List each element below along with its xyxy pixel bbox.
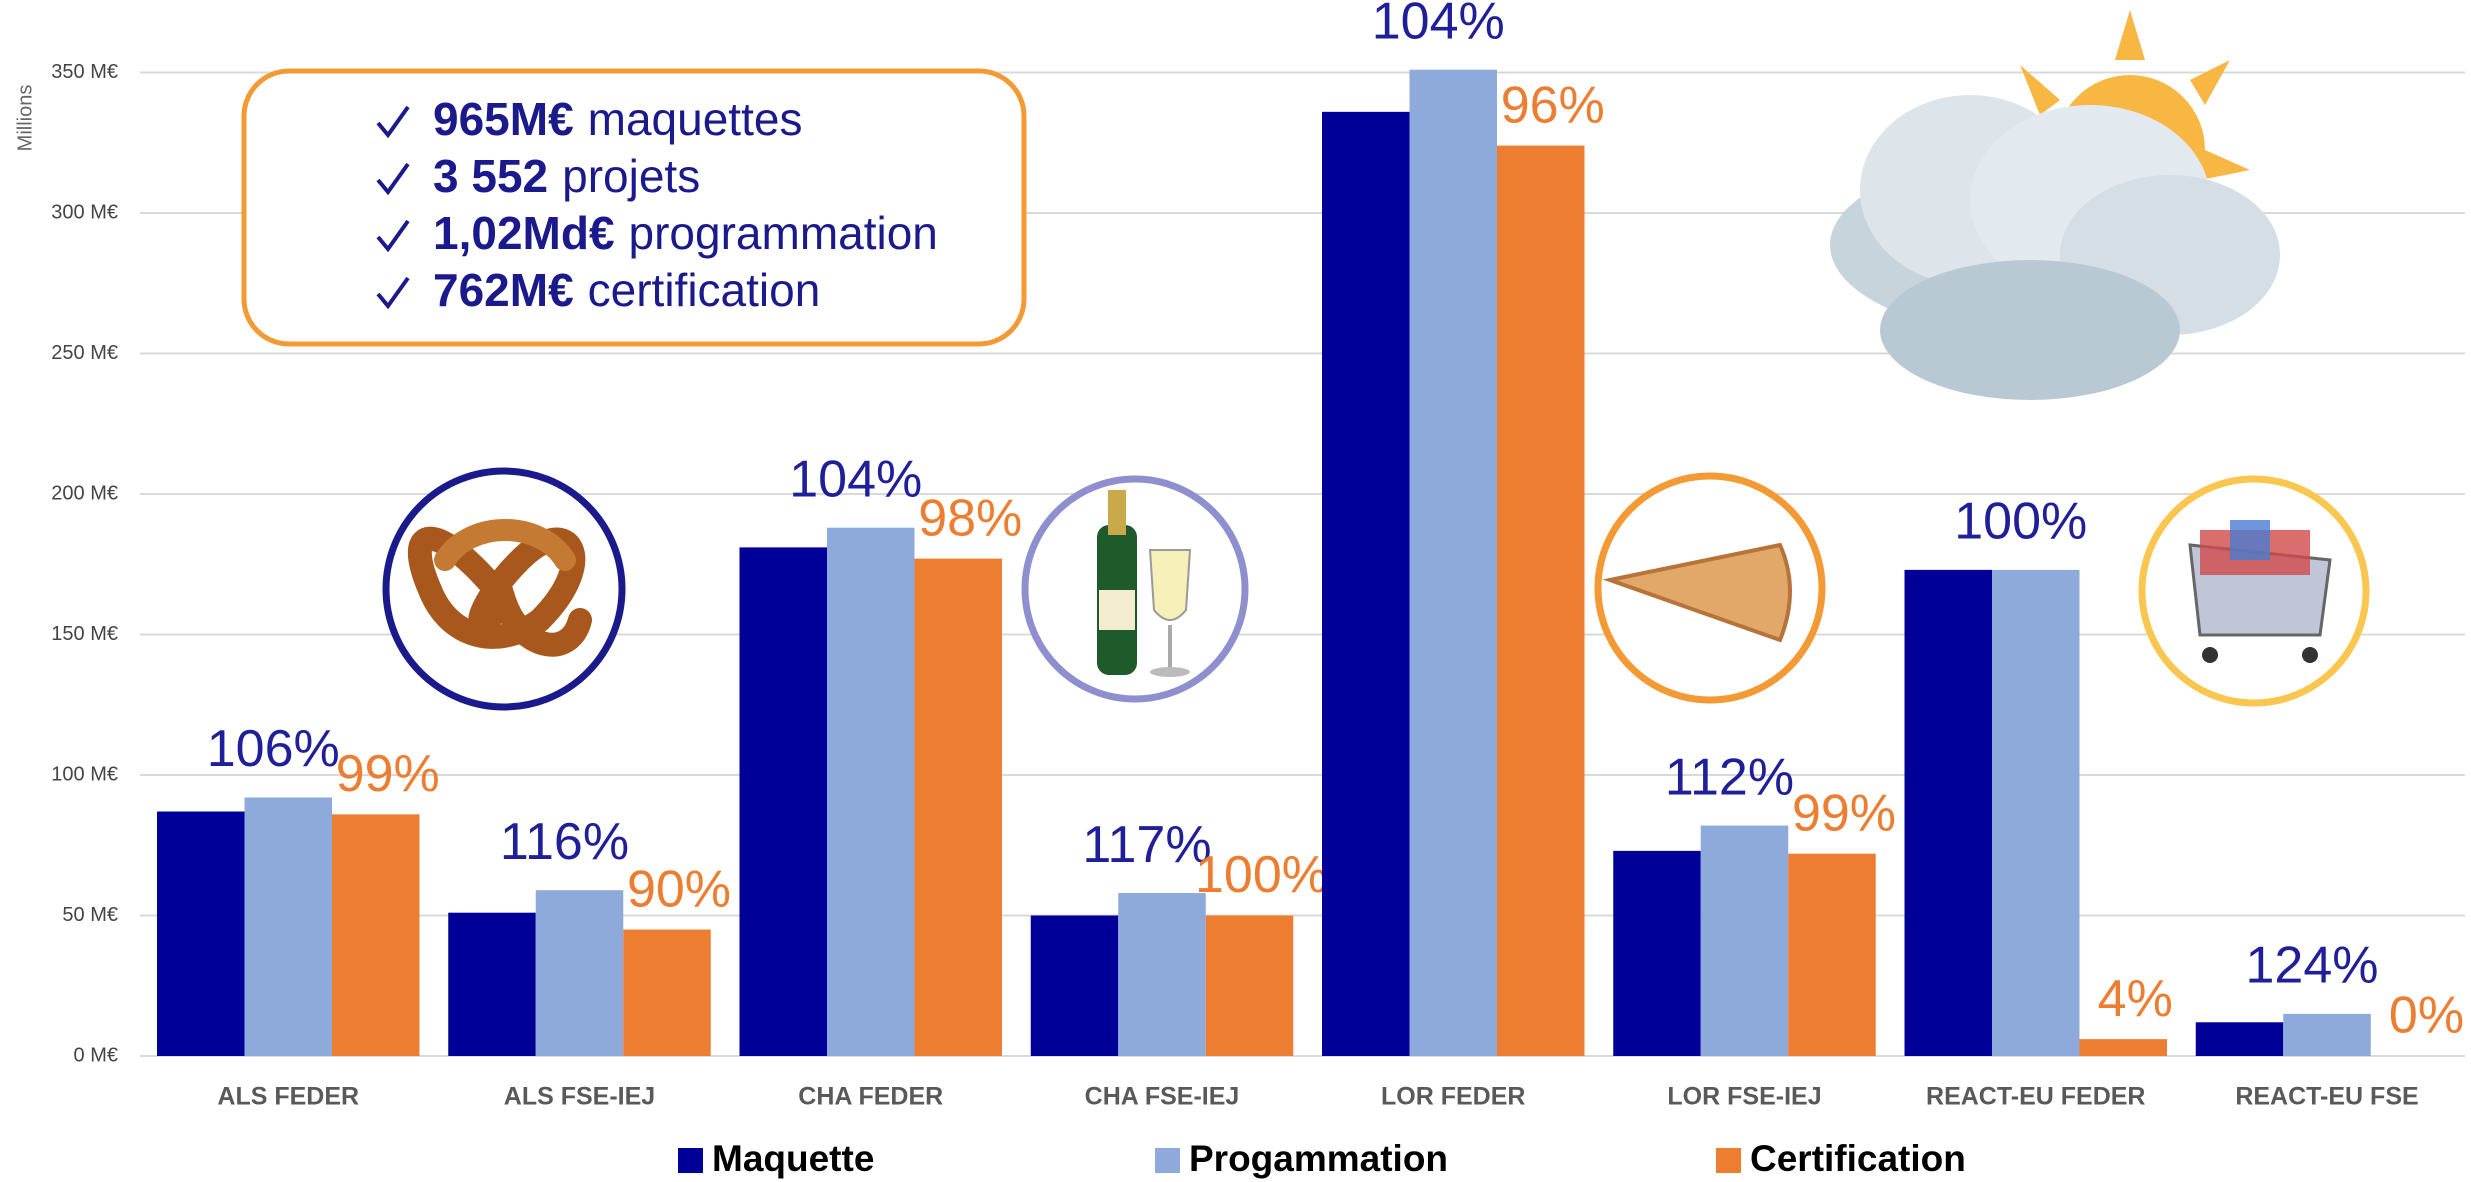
bar <box>1904 569 1992 1056</box>
rate-label: 0% <box>2389 987 2464 1045</box>
rate-label: 100% <box>1195 846 1328 904</box>
bar <box>2195 1022 2284 1056</box>
legend-label: Progammation <box>1189 1138 1448 1179</box>
summary-value: 762M€ <box>433 264 574 316</box>
x-tick-label: CHA FEDER <box>798 1083 943 1111</box>
champagne-icon <box>1021 475 1249 703</box>
summary-line: 762M€ certification <box>433 264 820 316</box>
x-tick-label: REACT-EU FEDER <box>1926 1083 2145 1111</box>
rate-label: 96% <box>1501 76 1605 134</box>
bar <box>1992 569 2080 1056</box>
rate-label: 106% <box>207 720 340 778</box>
legend-swatch <box>1716 1148 1741 1173</box>
rate-label: 90% <box>627 860 731 918</box>
summary-line: 965M€ maquettes <box>433 93 802 145</box>
y-tick-label: 300 M€ <box>51 201 118 223</box>
weather-icon <box>1830 10 2280 400</box>
summary-box <box>241 68 1027 347</box>
bar <box>1409 69 1497 1056</box>
legend-label: Maquette <box>712 1138 874 1179</box>
rate-label: 98% <box>918 489 1022 547</box>
y-tick-label: 350 M€ <box>51 61 118 83</box>
y-tick-label: 50 M€ <box>62 904 118 926</box>
bar <box>827 527 915 1056</box>
x-tick-label: LOR FEDER <box>1381 1083 1525 1111</box>
rate-label: 117% <box>1082 816 1211 874</box>
cart-icon <box>2138 475 2370 707</box>
summary-value: 1,02Md€ <box>433 207 615 259</box>
summary-line: 3 552 projets <box>433 150 700 202</box>
legend: Maquette Progammation Certification <box>678 1138 1966 1179</box>
check-icon <box>376 105 410 139</box>
summary-value: 3 552 <box>433 150 548 202</box>
bar <box>1788 853 1876 1056</box>
bar <box>623 929 711 1056</box>
bar <box>2079 1039 2167 1056</box>
rate-label: 116% <box>500 813 629 871</box>
bar <box>1118 893 1206 1056</box>
rate-label: 124% <box>2246 937 2379 995</box>
rate-label: 4% <box>2098 970 2173 1028</box>
y-tick-label: 100 M€ <box>51 763 118 785</box>
bar <box>157 811 245 1056</box>
bar <box>2283 1013 2371 1056</box>
bar <box>914 558 1002 1056</box>
bar <box>739 547 827 1056</box>
rate-label: 99% <box>336 745 440 803</box>
legend-label: Certification <box>1750 1138 1966 1179</box>
y-tick-label: 150 M€ <box>51 623 118 645</box>
summary-text: projets <box>562 150 700 202</box>
summary-text: certification <box>588 264 821 316</box>
pretzel-icon <box>382 467 626 711</box>
quiche-icon <box>1594 472 1826 704</box>
summary-text: maquettes <box>588 93 803 145</box>
legend-swatch <box>1155 1148 1180 1173</box>
bar <box>535 890 624 1056</box>
rate-label: 100% <box>1954 493 2087 551</box>
check-icon <box>376 219 410 253</box>
bar <box>244 797 332 1056</box>
rate-label: 112% <box>1665 748 1794 806</box>
bar <box>1497 145 1585 1056</box>
y-tick-label: 200 M€ <box>51 482 118 504</box>
y-tick-label: 250 M€ <box>51 342 118 364</box>
rate-label: 104% <box>789 450 922 508</box>
bar <box>1322 111 1410 1057</box>
check-icon <box>376 276 410 310</box>
y-axis-label: Millions <box>14 85 36 152</box>
y-tick-label: 0 M€ <box>74 1044 118 1066</box>
summary-value: 965M€ <box>433 93 574 145</box>
x-tick-label: ALS FEDER <box>217 1083 359 1111</box>
summary-text: programmation <box>629 207 938 259</box>
bar <box>1700 825 1789 1056</box>
x-tick-label: REACT-EU FSE <box>2235 1083 2418 1111</box>
x-tick-label: LOR FSE-IEJ <box>1667 1083 1821 1111</box>
rate-label: 104% <box>1372 0 1505 50</box>
bar <box>332 814 420 1056</box>
x-tick-label: ALS FSE-IEJ <box>504 1083 655 1111</box>
check-icon <box>376 162 410 196</box>
bar <box>1613 850 1701 1056</box>
bar <box>448 912 536 1056</box>
bar <box>1030 915 1119 1056</box>
x-tick-label: CHA FSE-IEJ <box>1085 1083 1240 1111</box>
rate-label: 99% <box>1792 784 1896 842</box>
bar <box>1205 915 1294 1056</box>
legend-swatch <box>678 1148 703 1173</box>
summary-line: 1,02Md€ programmation <box>433 207 938 259</box>
